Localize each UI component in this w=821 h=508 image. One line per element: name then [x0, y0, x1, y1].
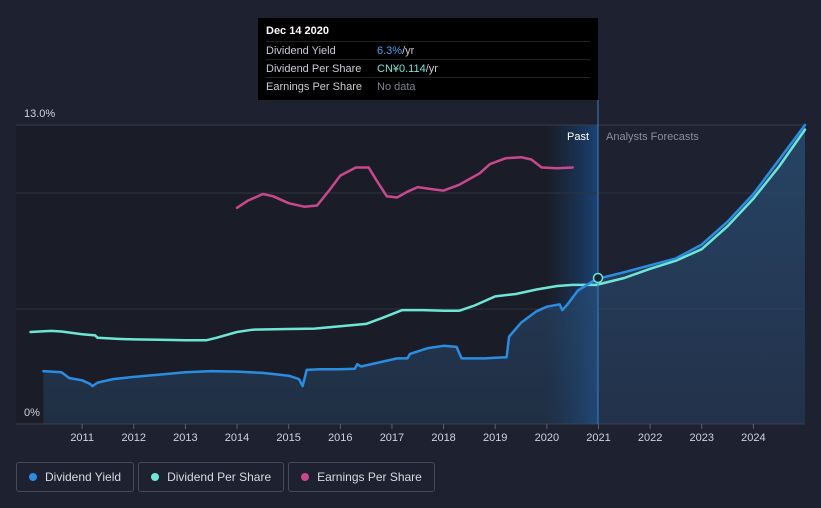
- x-tick-label: 2024: [741, 432, 765, 444]
- tooltip-value: No data: [377, 80, 416, 93]
- tooltip-value: CN¥0.114: [377, 62, 426, 75]
- legend-earnings-per-share[interactable]: Earnings Per Share: [288, 462, 435, 492]
- legend: Dividend Yield Dividend Per Share Earnin…: [16, 462, 435, 492]
- x-tick-label: 2023: [689, 432, 713, 444]
- dividend-yield-forecast-line: [595, 123, 807, 281]
- marker-dividend-yield: [592, 272, 604, 284]
- tooltip-value: 6.3%: [377, 44, 403, 57]
- tooltip-label: Dividend Per Share: [266, 62, 362, 75]
- x-tick-label: 2018: [431, 432, 455, 444]
- legend-label: Dividend Per Share: [167, 470, 272, 484]
- x-tick-label: 2014: [225, 432, 249, 444]
- earnings-per-share-line: [235, 155, 574, 210]
- tooltip-unit: /yr: [425, 62, 438, 75]
- x-tick-label: 2013: [173, 432, 197, 444]
- tooltip-row-dividend-per-share: Dividend Per Share CN¥0.114 /yr: [266, 59, 590, 77]
- x-tick-label: 2019: [483, 432, 507, 444]
- legend-label: Earnings Per Share: [317, 470, 422, 484]
- tooltip-unit: /yr: [402, 44, 415, 57]
- x-tick-label: 2020: [535, 432, 559, 444]
- legend-label: Dividend Yield: [45, 470, 122, 484]
- past-label: Past: [567, 131, 589, 143]
- x-tick-label: 2021: [586, 432, 610, 444]
- legend-dividend-yield[interactable]: Dividend Yield: [16, 462, 135, 492]
- x-tick-label: 2011: [70, 432, 94, 444]
- x-tick-label: 2016: [328, 432, 352, 444]
- yield-area-fill: [43, 125, 805, 424]
- x-tick-label: 2012: [122, 432, 146, 444]
- forecast-label: Analysts Forecasts: [606, 131, 699, 143]
- x-tick-label: 2015: [276, 432, 300, 444]
- dividend-yield-line: [42, 277, 598, 388]
- tooltip-date: Dec 14 2020: [266, 25, 329, 37]
- tooltip-label: Earnings Per Share: [266, 80, 362, 93]
- y-axis-top-label: 13.0%: [24, 108, 55, 120]
- legend-dot-icon: [29, 473, 37, 481]
- y-axis-bottom-label: 0%: [24, 407, 40, 419]
- legend-dot-icon: [301, 473, 310, 481]
- tooltip-label: Dividend Yield: [266, 44, 336, 57]
- dividend-per-share-line: [29, 283, 598, 342]
- x-tick-label: 2017: [380, 432, 404, 444]
- x-tick-label: 2022: [638, 432, 662, 444]
- legend-dot-icon: [151, 473, 160, 481]
- yield-area: [43, 125, 805, 424]
- dividend-per-share-forecast-line: [595, 128, 807, 287]
- x-axis: 2011 2012 2013 2014 2015 2016 2017 2018 2019 2020…: [70, 424, 766, 444]
- tooltip-row-earnings-per-share: Earnings Per Share No data: [266, 77, 590, 95]
- series-lines: [29, 123, 807, 388]
- current-marker: [592, 272, 604, 284]
- legend-dividend-per-share[interactable]: Dividend Per Share: [138, 462, 285, 492]
- tooltip-row-dividend-yield: Dividend Yield 6.3% /yr: [266, 41, 590, 59]
- tooltip: Dec 14 2020 Dividend Yield 6.3% /yr Divi…: [258, 18, 598, 100]
